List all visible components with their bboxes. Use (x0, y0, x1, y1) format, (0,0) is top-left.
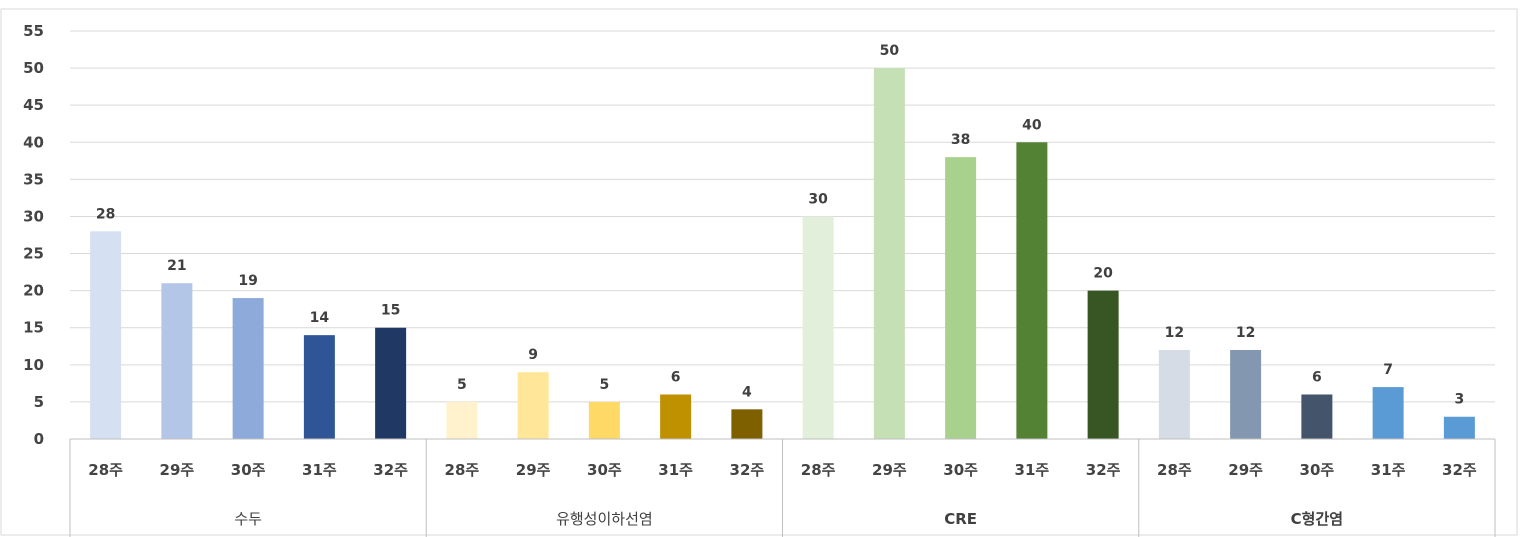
x-tick-label: 32주 (373, 461, 408, 479)
data-label: 38 (951, 132, 970, 148)
x-tick-label: 32주 (730, 461, 765, 479)
bar (232, 298, 264, 439)
y-axis: 0 5 10 15 20 25 30 35 40 45 50 55 (23, 22, 44, 448)
x-tick-label: 31주 (1371, 461, 1406, 479)
y-tick-label: 25 (23, 245, 44, 263)
data-label: 9 (528, 347, 538, 363)
y-tick-label: 40 (23, 133, 44, 151)
x-tick-label: 31주 (302, 461, 337, 479)
x-tick-label: 30주 (943, 461, 978, 479)
bar (1016, 142, 1048, 440)
x-tick-label: 28주 (1157, 461, 1192, 479)
bar (303, 335, 335, 439)
x-tick-label: 28주 (801, 461, 836, 479)
y-tick-label: 55 (23, 22, 44, 40)
data-label: 4 (742, 384, 752, 400)
x-tick-label: 29주 (872, 461, 907, 479)
group-label: CRE (944, 510, 977, 528)
x-tick-label: 28주 (445, 461, 480, 479)
bar (945, 157, 977, 440)
data-label: 15 (381, 303, 400, 319)
x-tick-label: 32주 (1086, 461, 1121, 479)
y-tick-label: 15 (23, 319, 44, 337)
x-tick-label: 31주 (1015, 461, 1050, 479)
x-tick-label: 31주 (658, 461, 693, 479)
chart-frame (0, 8, 1518, 536)
bar (1372, 387, 1404, 439)
x-tick-label: 28주 (88, 461, 123, 479)
y-tick-label: 35 (23, 170, 44, 188)
y-tick-label: 5 (34, 393, 44, 411)
data-label: 20 (1093, 266, 1113, 282)
data-label: 7 (1383, 362, 1393, 378)
bar (660, 394, 692, 439)
data-label: 6 (671, 369, 681, 385)
x-tick-label: 29주 (516, 461, 551, 479)
bar (90, 231, 122, 439)
bar (1087, 290, 1119, 439)
y-tick-label: 30 (23, 207, 44, 225)
data-label: 6 (1312, 369, 1322, 385)
y-tick-label: 0 (34, 430, 44, 448)
group-label: C형간염 (1291, 510, 1343, 528)
bar (1443, 416, 1475, 439)
data-label: 21 (167, 258, 186, 274)
bar (588, 401, 620, 439)
x-tick-label: 29주 (1228, 461, 1263, 479)
bar (517, 372, 549, 439)
data-label: 12 (1165, 325, 1184, 341)
data-label: 50 (880, 43, 900, 59)
x-tick-label: 30주 (231, 461, 266, 479)
bar (873, 68, 905, 439)
data-label: 14 (310, 310, 330, 326)
x-tick-label: 29주 (160, 461, 195, 479)
data-label: 40 (1022, 117, 1042, 133)
y-tick-label: 50 (23, 59, 44, 77)
x-tick-label: 32주 (1442, 461, 1477, 479)
bar (731, 409, 763, 439)
y-tick-label: 45 (23, 96, 44, 114)
bar (1158, 349, 1190, 439)
group-label: 수두 (234, 510, 262, 528)
y-tick-label: 20 (23, 282, 44, 300)
data-label: 3 (1455, 392, 1465, 408)
data-label: 28 (96, 206, 115, 222)
x-tick-label: 30주 (1300, 461, 1335, 479)
bars (90, 68, 1475, 440)
bar (802, 216, 834, 439)
data-labels: 28 21 19 14 15 5 9 5 6 4 30 50 38 40 20 12 12 6 7 3 (96, 43, 1464, 408)
data-label: 12 (1236, 325, 1255, 341)
bar (1301, 394, 1333, 439)
bar (375, 327, 407, 439)
data-label: 30 (808, 191, 828, 207)
bar (1230, 349, 1262, 439)
bar (161, 283, 193, 439)
bar (446, 401, 478, 439)
x-tick-label: 30주 (587, 461, 622, 479)
y-tick-label: 10 (23, 356, 44, 374)
data-label: 19 (238, 273, 257, 289)
data-label: 5 (600, 377, 610, 393)
group-label: 유행성이하선염 (556, 510, 653, 528)
data-label: 5 (457, 377, 467, 393)
